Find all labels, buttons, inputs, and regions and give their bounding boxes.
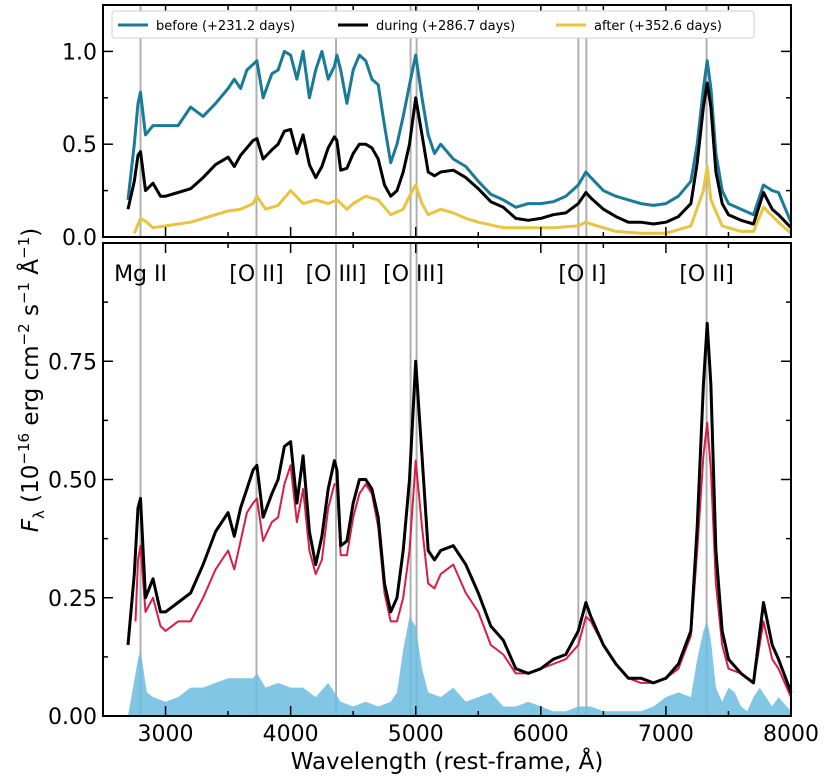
legend-box: [111, 10, 755, 39]
legend-entry-1: during (+286.7 days): [376, 19, 515, 34]
bottom-xtick-label: 3000: [138, 722, 194, 747]
bottom-ytick-label: 0.25: [48, 587, 97, 612]
line-id-label-4: [O I]: [558, 262, 606, 287]
bottom-series-group: [126, 321, 793, 716]
y-axis-label-part: s: [18, 304, 44, 323]
top-ytick-label: 1.0: [62, 40, 97, 65]
bottom-ticks: 3000 4000 5000 6000 7000 8000 0.00 0.25 0.50 0.75: [48, 242, 819, 747]
top-series-line-1: [126, 81, 793, 229]
top-series-line-2: [132, 165, 792, 235]
line-id-label-1: [O II]: [229, 262, 283, 287]
y-axis-label-part: ): [18, 228, 44, 237]
bottom-ytick-label: 0.00: [48, 705, 97, 730]
bottom-xtick-label: 8000: [763, 722, 819, 747]
bottom-series-line-0: [126, 321, 793, 693]
x-axis-label: Wavelength (rest-frame, Å): [291, 747, 604, 775]
y-axis-label: Fλ (10−16 erg cm−2 s−1 Å−1): [15, 228, 48, 533]
y-axis-label-part: −1: [15, 282, 33, 304]
top-ytick-label: 0.0: [62, 226, 97, 251]
line-id-label-5: [O II]: [679, 262, 733, 287]
top-legend: before (+231.2 days) during (+286.7 days)…: [111, 10, 755, 39]
legend-entry-0: before (+231.2 days): [156, 19, 295, 34]
line-id-label-3: [O III]: [383, 262, 444, 287]
bottom-residual-fill: [128, 616, 791, 716]
bottom-xtick-label: 6000: [513, 722, 569, 747]
bottom-xtick-label: 4000: [263, 722, 319, 747]
y-axis-label-part: F: [18, 518, 44, 532]
top-ytick-label: 0.5: [62, 133, 97, 158]
y-axis-label-part: (10: [18, 465, 44, 511]
legend-entry-2: after (+352.6 days): [594, 19, 722, 34]
y-axis-label-part: −1: [15, 237, 33, 259]
top-series-line-0: [126, 49, 793, 223]
y-axis-label-part: λ: [30, 510, 48, 519]
top-axes-frame: [102, 4, 792, 238]
top-panel: 0.0 0.5 1.0 before (+231.2 days) during (+2…: [62, 4, 793, 251]
y-axis-label-part: erg cm: [18, 345, 44, 432]
bottom-xtick-label: 7000: [638, 722, 694, 747]
top-series-group: [126, 49, 793, 235]
line-id-label-0: Mg II: [114, 262, 167, 287]
bottom-ytick-label: 0.50: [48, 469, 97, 494]
bottom-ytick-label: 0.75: [48, 350, 97, 375]
y-axis-label-part: −16: [15, 433, 33, 465]
bottom-panel: 3000 4000 5000 6000 7000 8000 0.00 0.25 0.50 0.75…: [48, 242, 819, 747]
bottom-xtick-label: 5000: [388, 722, 444, 747]
line-id-labels: Mg II [O II] [O III] [O III] [O I] [O II]: [114, 262, 734, 287]
bottom-series-line-1: [134, 421, 792, 698]
line-id-label-2: [O III]: [306, 262, 367, 287]
top-ticks: 0.0 0.5 1.0: [62, 4, 792, 251]
top-line-markers: [139, 5, 708, 237]
y-axis-label-part: Å: [16, 259, 44, 282]
y-axis-label-part: −2: [15, 323, 33, 345]
